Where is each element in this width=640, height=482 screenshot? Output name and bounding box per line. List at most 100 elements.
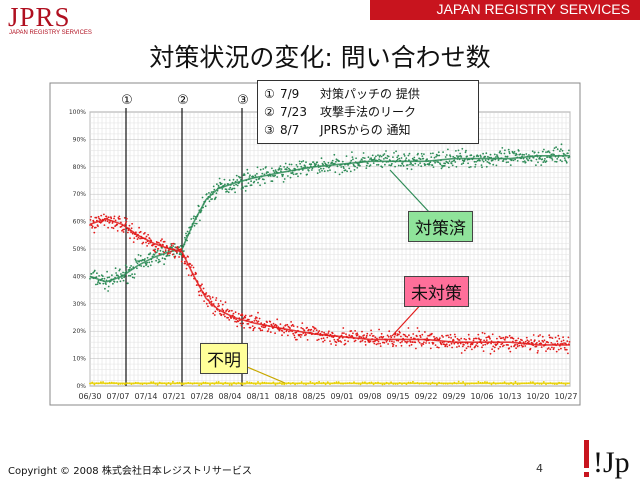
data-point — [338, 160, 340, 163]
data-point — [119, 280, 122, 283]
data-point — [328, 330, 330, 333]
data-point — [561, 149, 564, 152]
data-point — [247, 323, 250, 325]
data-point — [224, 301, 227, 304]
data-point — [219, 312, 222, 315]
data-point — [343, 332, 345, 334]
data-point — [364, 340, 367, 343]
data-point — [318, 330, 321, 332]
data-point — [201, 283, 203, 286]
data-point — [496, 337, 498, 340]
data-point — [230, 317, 233, 319]
data-point — [274, 169, 277, 172]
data-point — [261, 329, 264, 332]
data-point — [179, 245, 182, 247]
data-point — [451, 164, 454, 167]
data-point — [320, 157, 323, 160]
data-point — [568, 149, 570, 152]
data-point — [408, 344, 411, 347]
data-point — [142, 241, 145, 244]
data-point — [197, 205, 200, 208]
data-point — [549, 348, 552, 351]
data-point — [316, 161, 319, 164]
data-point — [553, 347, 555, 349]
data-point — [93, 231, 96, 234]
data-point — [327, 332, 330, 334]
data-point — [241, 314, 244, 316]
data-point — [342, 327, 345, 329]
data-point — [223, 313, 225, 316]
data-point — [510, 345, 513, 348]
data-point — [505, 336, 507, 338]
data-point — [366, 332, 369, 335]
data-point — [102, 381, 104, 383]
data-point — [186, 230, 189, 233]
legend-text-3: JPRSからの 通知 — [320, 123, 411, 137]
data-point — [555, 350, 558, 353]
data-point — [129, 266, 131, 269]
data-point — [418, 341, 421, 344]
data-point — [351, 156, 354, 159]
data-point — [228, 319, 231, 321]
data-point — [362, 156, 364, 159]
data-point — [299, 336, 302, 338]
data-point — [417, 164, 420, 166]
data-point — [214, 310, 217, 313]
data-point — [95, 216, 98, 219]
data-point — [140, 265, 143, 267]
data-point — [377, 342, 379, 345]
data-point — [447, 334, 449, 337]
data-point — [568, 341, 571, 343]
data-point — [357, 163, 360, 166]
data-point — [219, 181, 222, 184]
data-point — [263, 173, 266, 176]
x-tick-label: 07/07 — [106, 392, 129, 401]
data-point — [420, 165, 423, 168]
data-point — [306, 339, 309, 341]
y-tick-label: 50% — [73, 246, 87, 253]
data-point — [439, 163, 442, 166]
data-point — [350, 330, 353, 332]
data-point — [167, 254, 169, 257]
data-point — [227, 191, 230, 194]
data-point — [537, 350, 539, 352]
legend-text-2: 攻撃手法のリーク — [320, 105, 417, 119]
data-point — [239, 176, 242, 179]
data-point — [228, 188, 231, 191]
data-point — [483, 332, 486, 335]
data-point — [504, 339, 506, 341]
data-point — [245, 185, 248, 188]
data-point — [448, 344, 451, 347]
data-point — [413, 156, 416, 159]
data-point — [401, 163, 404, 165]
data-point — [521, 339, 523, 342]
data-point — [153, 254, 156, 256]
data-point — [133, 273, 136, 275]
data-point — [136, 262, 139, 265]
data-point — [164, 249, 167, 252]
data-point — [329, 340, 331, 342]
data-point — [426, 158, 428, 161]
data-point — [466, 155, 468, 158]
data-point — [485, 165, 488, 168]
data-point — [208, 295, 210, 297]
x-tick-label: 09/15 — [386, 392, 409, 401]
data-point — [436, 383, 438, 386]
data-point — [221, 303, 224, 306]
data-point — [255, 319, 258, 322]
data-point — [482, 344, 484, 346]
data-point — [232, 187, 234, 190]
data-point — [147, 265, 150, 268]
data-point — [280, 170, 282, 173]
data-point — [200, 294, 203, 297]
data-point — [252, 329, 255, 332]
data-point — [539, 157, 541, 160]
data-point — [256, 166, 259, 169]
data-point — [345, 155, 348, 158]
data-point — [195, 284, 198, 286]
data-point — [354, 339, 357, 342]
data-point — [90, 215, 92, 218]
data-point — [288, 163, 291, 166]
data-point — [363, 334, 365, 336]
data-point — [259, 328, 261, 330]
